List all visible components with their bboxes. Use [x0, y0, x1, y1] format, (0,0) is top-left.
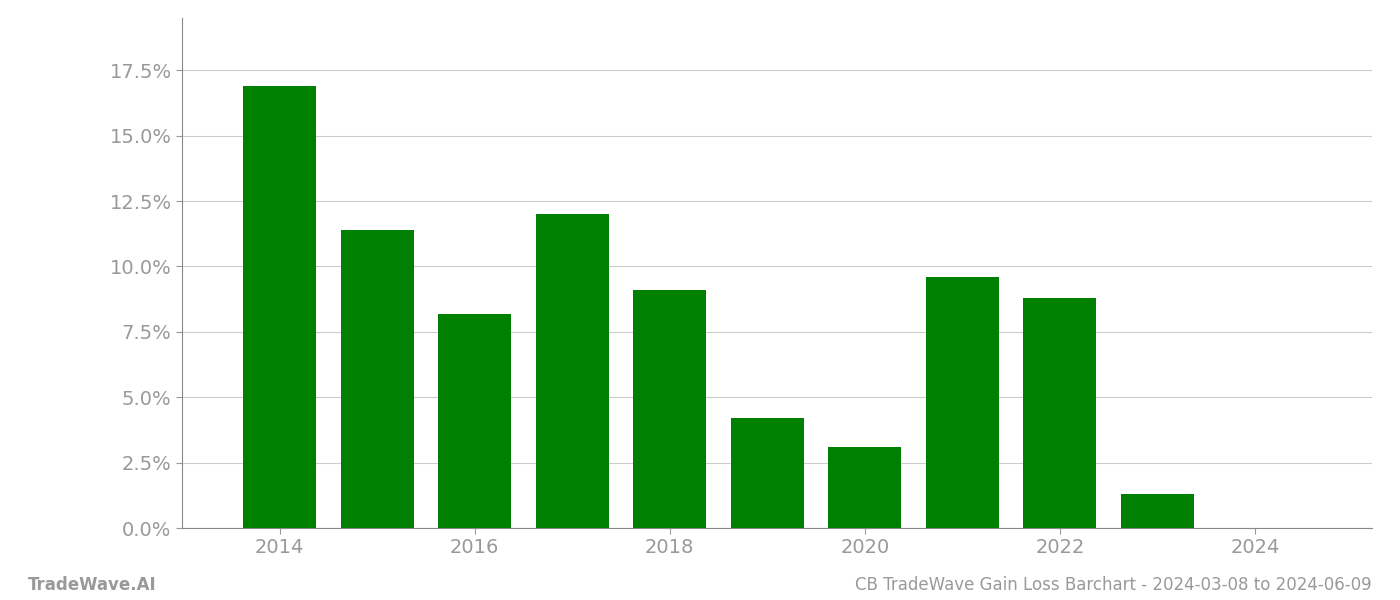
Bar: [244, 86, 316, 528]
Bar: [438, 314, 511, 528]
Bar: [731, 418, 804, 528]
Text: TradeWave.AI: TradeWave.AI: [28, 576, 157, 594]
Text: CB TradeWave Gain Loss Barchart - 2024-03-08 to 2024-06-09: CB TradeWave Gain Loss Barchart - 2024-0…: [855, 576, 1372, 594]
Bar: [1121, 494, 1194, 528]
Bar: [536, 214, 609, 528]
Bar: [633, 290, 706, 528]
Bar: [340, 230, 413, 528]
Bar: [829, 447, 902, 528]
Bar: [1023, 298, 1096, 528]
Bar: [925, 277, 1000, 528]
